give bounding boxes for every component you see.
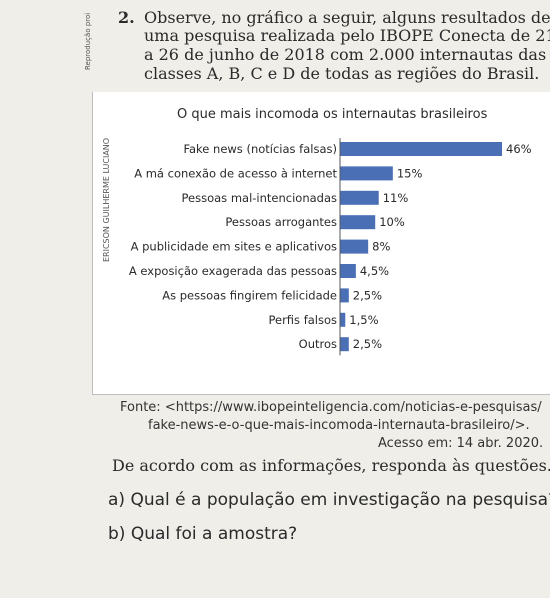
side-credit: ERICSON GUILHERME LUCIANO [102, 137, 111, 262]
bar [340, 312, 346, 327]
question-a: a) Qual é a população em investigação na… [108, 490, 550, 510]
bar [340, 239, 369, 254]
question-number: 2. [118, 8, 135, 27]
question-line-3: a 26 de junho de 2018 com 2.000 internau… [144, 45, 547, 64]
category-label: A exposição exagerada das pessoas [129, 264, 337, 278]
question-line-2: uma pesquisa realizada pelo IBOPE Conect… [144, 26, 550, 45]
value-label: 4,5% [360, 264, 389, 278]
category-label: Pessoas mal-intencionadas [182, 191, 338, 205]
bar [340, 166, 393, 181]
value-label: 46% [506, 142, 532, 156]
value-label: 11% [383, 191, 409, 205]
question-b: b) Qual foi a amostra? [108, 524, 298, 544]
value-label: 2,5% [353, 288, 382, 302]
bar [340, 337, 349, 352]
chart-panel: O que mais incomoda os internautas brasi… [92, 92, 550, 395]
category-label: Outros [299, 337, 337, 351]
category-label: As pessoas fingirem felicidade [162, 288, 337, 302]
bar [340, 215, 376, 230]
instruction-prompt: De acordo com as informações, responda à… [112, 456, 550, 475]
category-label: Pessoas arrogantes [225, 215, 337, 229]
bar [340, 264, 356, 278]
category-label: Fake news (notícias falsas) [183, 142, 337, 156]
source-line-1: Fonte: <https://www.ibopeinteligencia.co… [120, 400, 542, 415]
value-label: 10% [379, 215, 405, 229]
value-label: 15% [397, 166, 423, 180]
category-label: A má conexão de acesso à internet [134, 166, 337, 180]
value-label: 2,5% [353, 337, 382, 351]
bar [340, 142, 502, 156]
source-line-3: Acesso em: 14 abr. 2020. [378, 436, 544, 451]
value-label: 1,5% [349, 313, 378, 327]
bar [340, 190, 379, 205]
bar-chart: O que mais incomoda os internautas brasi… [129, 107, 532, 356]
source-line-2: fake-news-e-o-que-mais-incomoda-internau… [148, 418, 530, 433]
value-label: 8% [372, 240, 390, 254]
question-line-4: classes A, B, C e D de todas as regiões … [144, 64, 540, 83]
category-label: A publicidade em sites e aplicativos [131, 240, 337, 254]
category-label: Perfis falsos [268, 313, 337, 327]
side-reproduction-note: Reprodução proi [84, 12, 92, 70]
bar [340, 288, 349, 303]
chart-title: O que mais incomoda os internautas brasi… [177, 107, 488, 122]
question-line-1: Observe, no gráfico a seguir, alguns res… [144, 8, 550, 27]
